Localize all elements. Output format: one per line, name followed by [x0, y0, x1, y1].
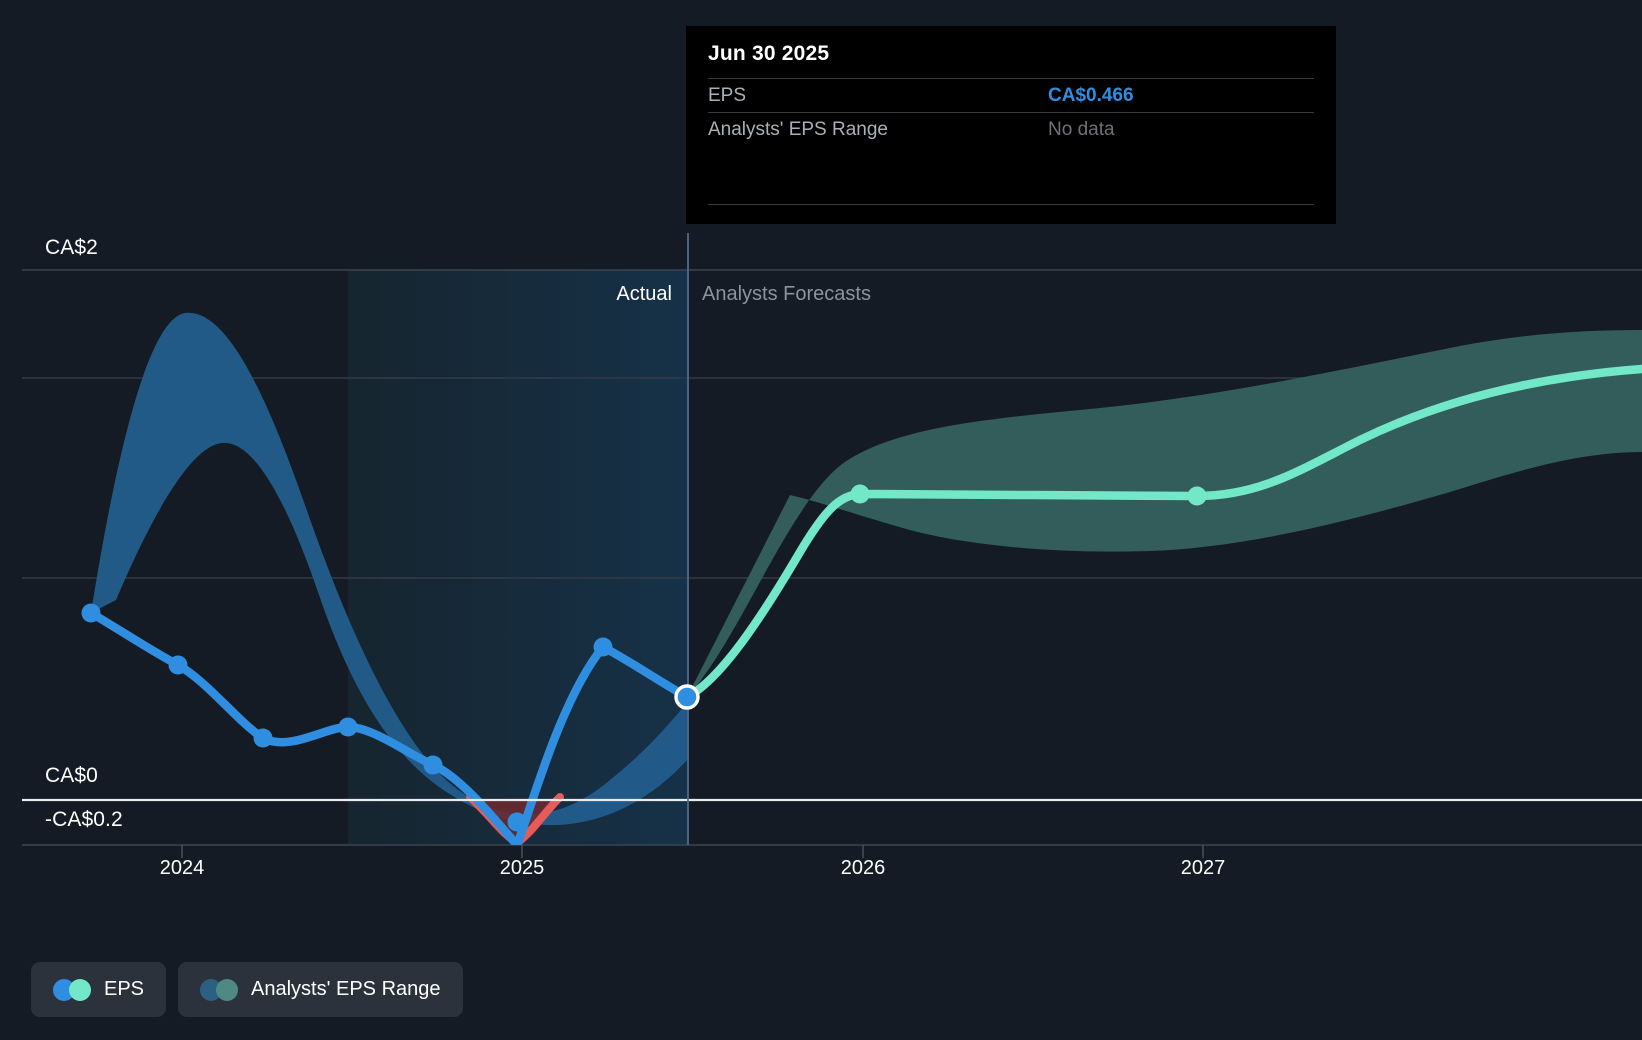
analysts-range-swatch-icon [200, 978, 239, 1001]
plot-area[interactable]: CA$2 CA$0 -CA$0.2 2024 2025 2026 2027 Ac… [0, 0, 1642, 900]
x-axis-label-2026: 2026 [840, 857, 886, 879]
y-axis-label-top: CA$2 [45, 236, 98, 259]
data-point-actual[interactable] [423, 755, 443, 775]
x-axis-label-2024: 2024 [159, 857, 205, 879]
chart-tooltip: Jun 30 2025 EPS CA$0.466 Analysts' EPS R… [686, 26, 1336, 224]
y-axis-label-zero: CA$0 [45, 764, 98, 787]
tooltip-eps-value: CA$0.466 [1048, 84, 1134, 106]
highlighted-data-point[interactable] [674, 684, 700, 710]
tooltip-row-eps: EPS CA$0.466 [708, 78, 1314, 112]
legend-label-analysts-range: Analysts' EPS Range [251, 978, 441, 1000]
tooltip-eps-label: EPS [708, 84, 747, 106]
tooltip-footer-divider [708, 204, 1314, 206]
data-point-actual[interactable] [338, 717, 358, 737]
data-point-actual[interactable] [593, 637, 613, 657]
tooltip-range-label: Analysts' EPS Range [708, 118, 888, 140]
x-axis-label-2025: 2025 [499, 857, 545, 879]
y-axis-label-negative: -CA$0.2 [45, 808, 123, 831]
tooltip-row-range: Analysts' EPS Range No data [708, 112, 1314, 146]
actual-eps-line [86, 608, 692, 845]
phase-label-forecast: Analysts Forecasts [702, 283, 871, 305]
actual-range-band [91, 312, 687, 826]
tooltip-range-value: No data [1048, 118, 1115, 140]
phase-label-actual: Actual [616, 283, 672, 305]
chart-canvas [22, 233, 1642, 858]
legend-item-eps[interactable]: EPS [31, 962, 167, 1017]
data-point-forecast[interactable] [1187, 486, 1207, 506]
data-point-forecast[interactable] [850, 484, 870, 504]
data-point-actual[interactable] [253, 728, 273, 748]
legend-label-eps: EPS [104, 978, 145, 1000]
forecast-eps-line [682, 364, 1642, 702]
x-axis-label-2027: 2027 [1180, 857, 1226, 879]
tooltip-date: Jun 30 2025 [708, 42, 830, 65]
data-point-actual[interactable] [81, 603, 101, 623]
data-point-actual[interactable] [168, 655, 188, 675]
data-point-actual[interactable] [507, 812, 527, 832]
legend-item-analysts-range[interactable]: Analysts' EPS Range [178, 962, 463, 1017]
tooltip-spacer [708, 146, 1314, 204]
eps-swatch-icon [53, 978, 91, 1001]
chart-legend: EPS Analysts' EPS Range [31, 962, 463, 1017]
